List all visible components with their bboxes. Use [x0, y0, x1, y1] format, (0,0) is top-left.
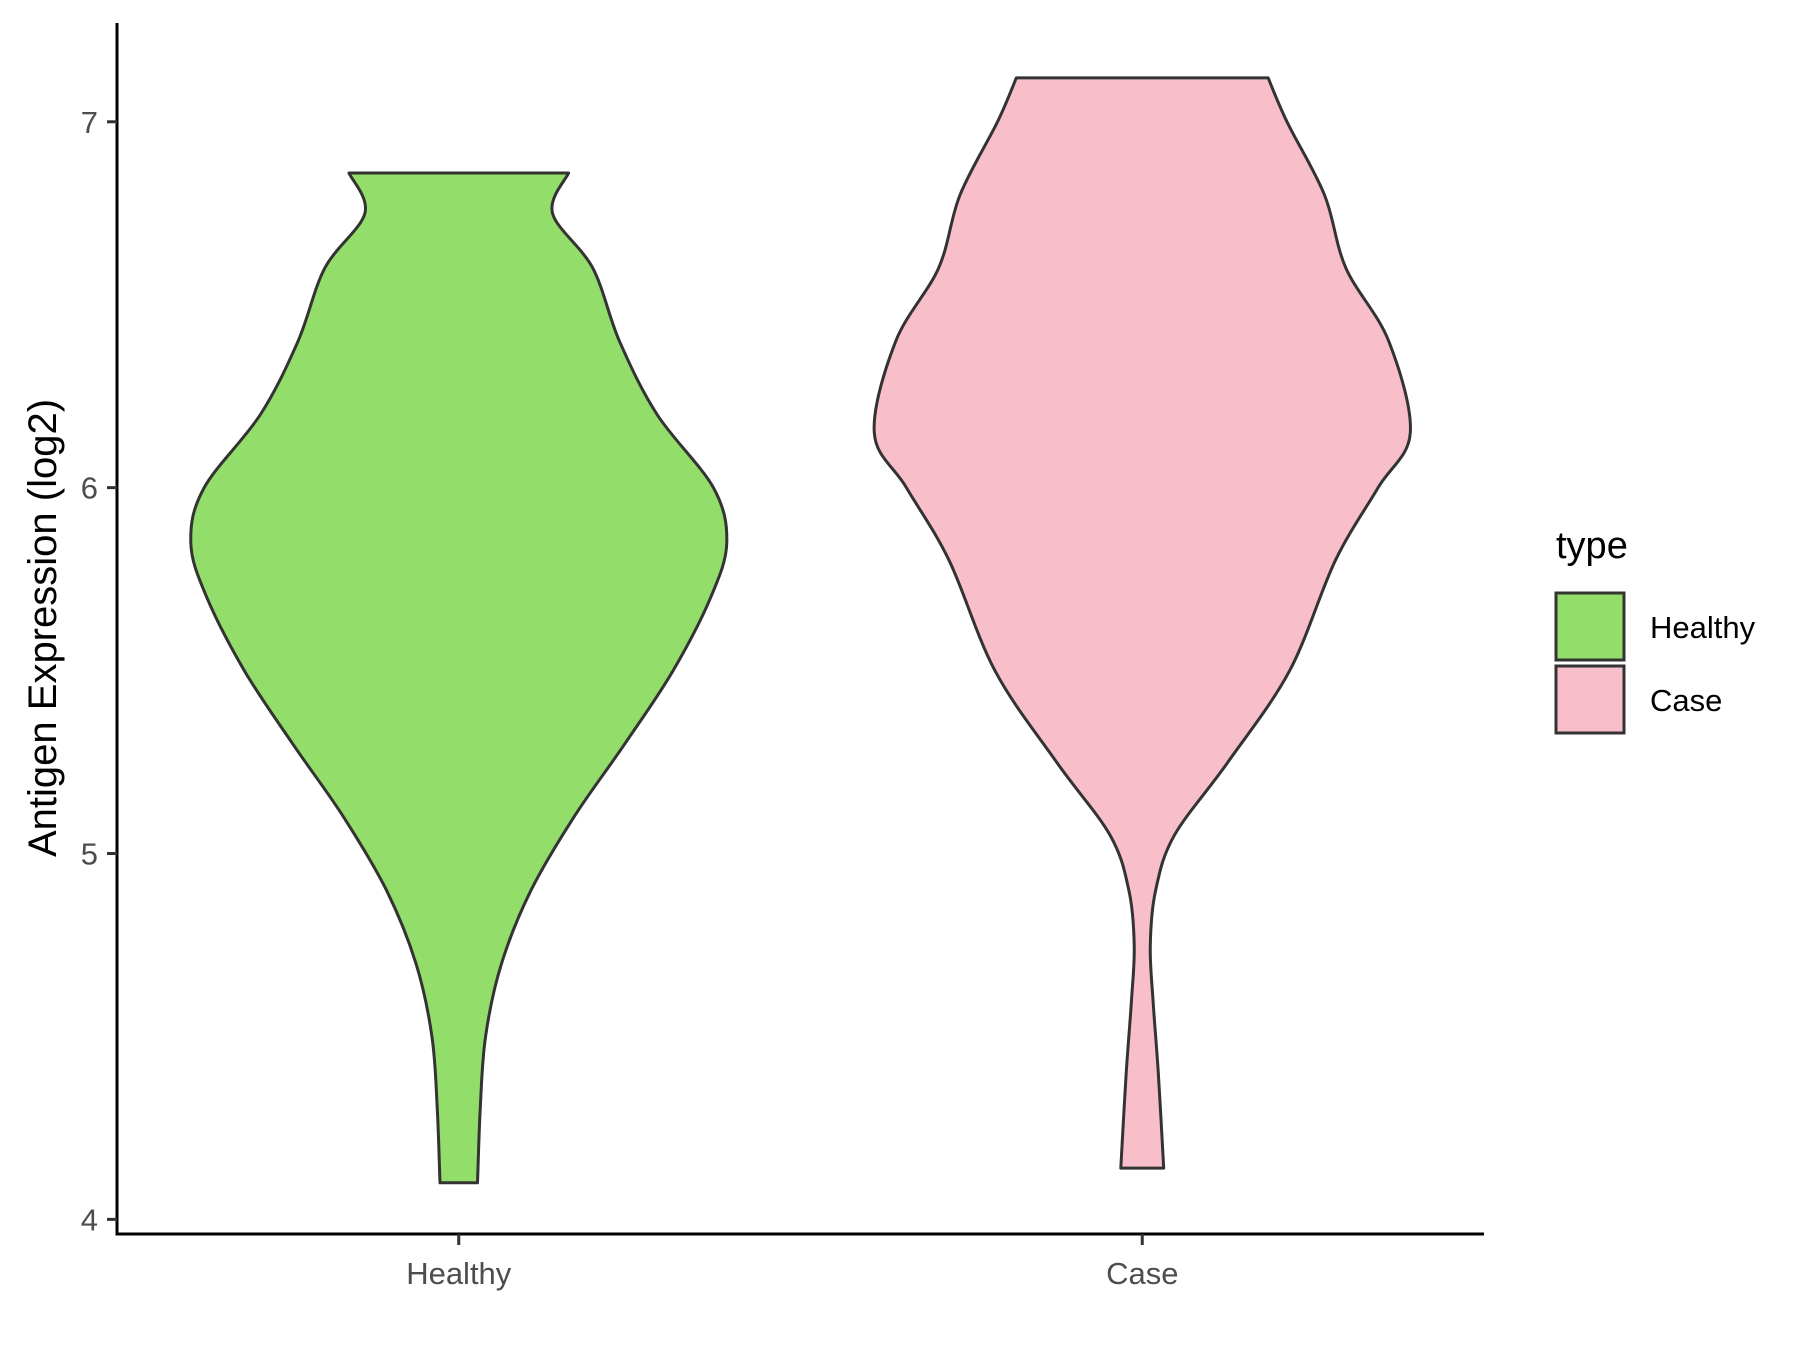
legend-title: type	[1556, 525, 1628, 567]
x-tick-label: Case	[1106, 1256, 1178, 1291]
violin-healthy	[189, 171, 729, 1185]
legend-key-case	[1554, 664, 1626, 735]
legend-label: Healthy	[1650, 610, 1756, 645]
y-tick-label: 7	[81, 105, 98, 140]
x-axis-ticks: Healthy Case	[406, 1234, 1178, 1291]
y-tick-label: 5	[81, 837, 98, 872]
violin-layer	[189, 76, 1412, 1185]
violin-case	[872, 76, 1412, 1170]
legend-key-healthy	[1554, 591, 1626, 662]
x-tick-label: Healthy	[406, 1256, 512, 1291]
legend-label: Case	[1650, 683, 1722, 718]
y-axis-ticks: 4 5 6 7	[81, 105, 117, 1237]
y-tick-label: 6	[81, 471, 98, 506]
legend: type Healthy Case	[1554, 525, 1756, 735]
y-tick-label: 4	[81, 1202, 98, 1237]
y-axis-title: Antigen Expression (log2)	[21, 399, 65, 857]
